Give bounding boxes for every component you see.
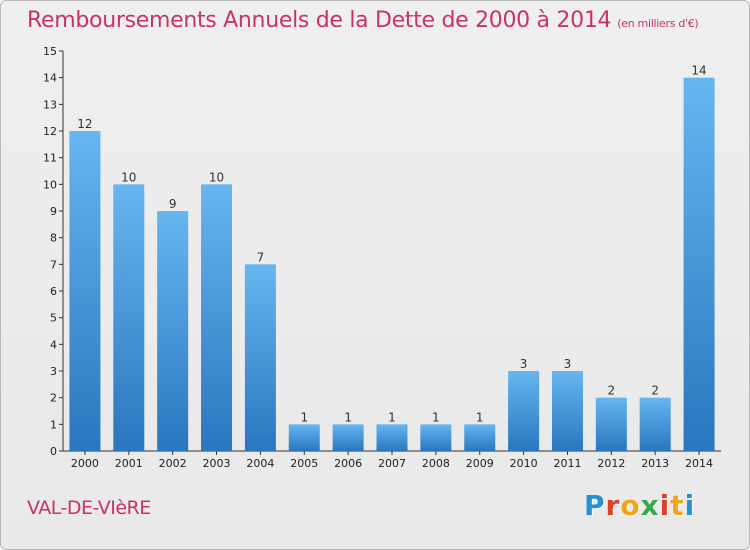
bar bbox=[639, 397, 671, 451]
commune-name: VAL-DE-VIèRE bbox=[27, 497, 151, 519]
bar-value-label: 2 bbox=[608, 384, 616, 398]
y-tick-label: 10 bbox=[43, 178, 57, 191]
bar-value-label: 14 bbox=[691, 64, 706, 78]
proxiti-logo: Proxiti bbox=[584, 489, 695, 522]
y-tick-label: 14 bbox=[43, 72, 57, 85]
y-tick-label: 4 bbox=[50, 338, 57, 351]
y-tick-label: 6 bbox=[50, 285, 57, 298]
y-tick-label: 2 bbox=[50, 392, 57, 405]
bar-value-label: 1 bbox=[344, 410, 352, 424]
logo-letter: r bbox=[605, 489, 621, 522]
bar-value-label: 10 bbox=[121, 170, 136, 184]
bar-value-label: 10 bbox=[209, 170, 224, 184]
x-tick-label: 2014 bbox=[685, 457, 713, 470]
bar-value-label: 1 bbox=[432, 410, 440, 424]
y-tick-label: 1 bbox=[50, 418, 57, 431]
bar bbox=[376, 424, 408, 451]
x-tick-label: 2002 bbox=[159, 457, 187, 470]
y-tick-label: 0 bbox=[50, 445, 57, 458]
x-tick-label: 2013 bbox=[641, 457, 669, 470]
bar bbox=[420, 424, 452, 451]
bar-value-label: 7 bbox=[257, 250, 265, 264]
bar bbox=[683, 77, 715, 452]
bar-value-label: 1 bbox=[388, 410, 396, 424]
chart-title: Remboursements Annuels de la Dette de 20… bbox=[27, 8, 699, 33]
bar bbox=[464, 424, 496, 451]
bar-value-label: 3 bbox=[564, 357, 572, 371]
x-tick-label: 2009 bbox=[466, 457, 494, 470]
x-tick-label: 2003 bbox=[203, 457, 231, 470]
bar bbox=[595, 397, 627, 451]
x-tick-label: 2004 bbox=[246, 457, 274, 470]
bar bbox=[244, 264, 276, 451]
bar-value-label: 2 bbox=[651, 384, 659, 398]
bar bbox=[508, 371, 540, 451]
logo-letter: i bbox=[659, 489, 671, 522]
chart-title-text: Remboursements Annuels de la Dette de 20… bbox=[27, 8, 612, 33]
y-tick-label: 8 bbox=[50, 232, 57, 245]
bar bbox=[157, 211, 189, 451]
x-tick-label: 2001 bbox=[115, 457, 143, 470]
x-tick-label: 2011 bbox=[553, 457, 581, 470]
logo-letter: x bbox=[640, 489, 660, 522]
x-tick-label: 2006 bbox=[334, 457, 362, 470]
bar bbox=[288, 424, 320, 451]
x-tick-label: 2010 bbox=[510, 457, 538, 470]
bar bbox=[551, 371, 583, 451]
logo-letter: o bbox=[620, 489, 641, 522]
logo-letter: P bbox=[584, 489, 606, 522]
bar bbox=[69, 131, 101, 451]
x-tick-label: 2008 bbox=[422, 457, 450, 470]
x-tick-label: 2005 bbox=[290, 457, 318, 470]
y-tick-label: 5 bbox=[50, 312, 57, 325]
logo-letter: i bbox=[684, 489, 696, 522]
y-tick-label: 15 bbox=[43, 45, 57, 58]
y-tick-label: 7 bbox=[50, 258, 57, 271]
bar bbox=[332, 424, 364, 451]
bar-value-label: 1 bbox=[300, 410, 308, 424]
y-tick-label: 3 bbox=[50, 365, 57, 378]
bar-value-label: 9 bbox=[169, 197, 177, 211]
chart-subtitle: (en milliers d'€) bbox=[617, 17, 699, 30]
bar bbox=[113, 184, 145, 452]
bar-value-label: 1 bbox=[476, 410, 484, 424]
y-tick-label: 11 bbox=[43, 152, 57, 165]
bar-value-label: 3 bbox=[520, 357, 528, 371]
bar bbox=[201, 184, 233, 452]
y-tick-label: 12 bbox=[43, 125, 57, 138]
x-tick-label: 2007 bbox=[378, 457, 406, 470]
x-tick-label: 2012 bbox=[597, 457, 625, 470]
y-tick-label: 13 bbox=[43, 98, 57, 111]
y-tick-label: 9 bbox=[50, 205, 57, 218]
bar-value-label: 12 bbox=[77, 117, 92, 131]
chart-bars bbox=[69, 77, 715, 452]
logo-letter: t bbox=[670, 489, 685, 522]
x-tick-label: 2000 bbox=[71, 457, 99, 470]
chart-value-labels: 12 10 9 10 7 1 1 1 1 1 3 3 2 2 14 bbox=[77, 64, 706, 425]
